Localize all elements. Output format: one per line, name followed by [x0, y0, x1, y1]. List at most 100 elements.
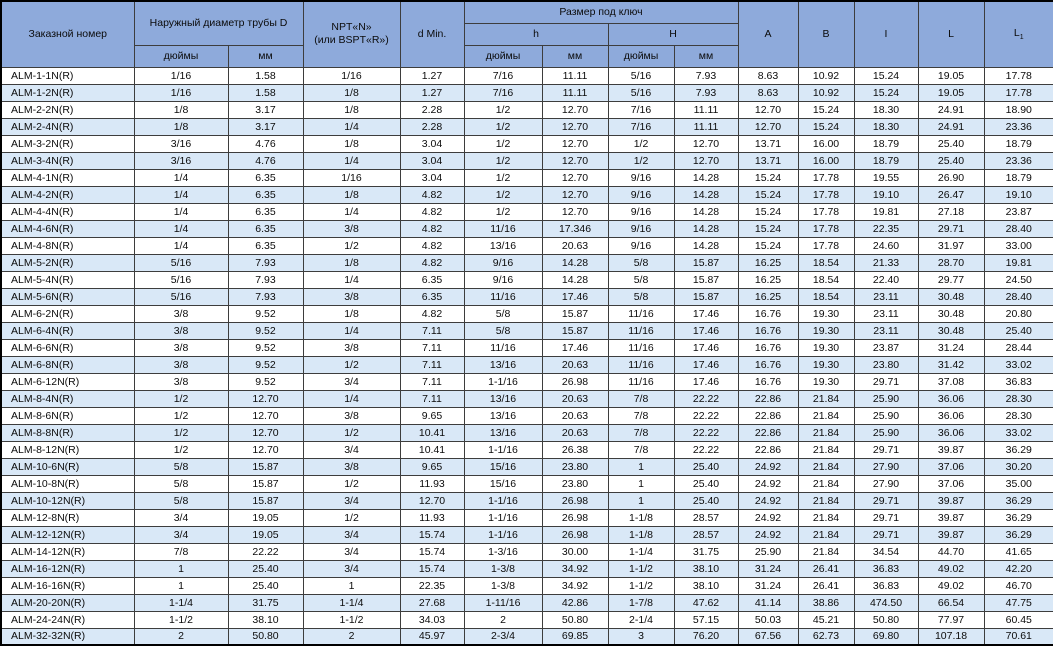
subheader-d-mm: мм — [227, 44, 304, 68]
value-cell: 25.90 — [853, 423, 919, 442]
value-cell: 16.76 — [737, 355, 799, 374]
order-number-cell: ALM-24-24N(R) — [0, 610, 135, 629]
value-cell: 34.92 — [541, 559, 609, 578]
value-cell: 44.70 — [917, 542, 985, 561]
value-cell: 12.70 — [399, 491, 465, 510]
order-number-cell: ALM-6-8N(R) — [0, 355, 135, 374]
header-row-hH: h H — [1, 22, 1053, 46]
table-row: ALM-12-12N(R) 3/4 19.05 3/4 15.74 1-1/16 26.98… — [0, 525, 1053, 544]
table-row: ALM-14-12N(R) 7/8 22.22 3/4 15.74 1-3/16 30.00… — [0, 542, 1053, 561]
value-cell: 3 — [607, 627, 675, 646]
value-cell: 4.82 — [399, 185, 465, 204]
value-cell: 19.30 — [797, 338, 855, 357]
value-cell: 22.86 — [737, 406, 799, 425]
value-cell: 21.84 — [797, 423, 855, 442]
value-cell: 7/8 — [607, 440, 675, 459]
value-cell: 1/8 — [302, 83, 401, 102]
value-cell: 1/8 — [302, 185, 401, 204]
value-cell: 14.28 — [673, 219, 739, 238]
value-cell: 30.00 — [541, 542, 609, 561]
value-cell: 24.50 — [983, 270, 1053, 289]
table-row: ALM-8-8N(R) 1/2 12.70 1/2 10.41 13/16 20.63 7/8… — [0, 423, 1053, 442]
value-cell: 13/16 — [463, 236, 543, 255]
value-cell: 69.85 — [541, 627, 609, 646]
value-cell: 2 — [463, 610, 543, 629]
order-number-cell: ALM-6-2N(R) — [0, 304, 135, 323]
table-row: ALM-6-4N(R) 3/8 9.52 1/4 7.11 5/8 15.87 11/16 17… — [0, 321, 1053, 340]
value-cell: 1-1/8 — [607, 525, 675, 544]
value-cell: 23.36 — [983, 151, 1053, 170]
value-cell: 29.71 — [853, 440, 919, 459]
table-row: ALM-4-1N(R) 1/4 6.35 1/16 3.04 1/2 12.70 9/16 14… — [0, 168, 1053, 187]
value-cell: 9/16 — [463, 253, 543, 272]
value-cell: 42.86 — [541, 593, 609, 612]
order-number-cell: ALM-10-6N(R) — [0, 457, 135, 476]
value-cell: 36.29 — [983, 525, 1053, 544]
value-cell: 1-1/8 — [607, 508, 675, 527]
value-cell: 1-1/2 — [607, 559, 675, 578]
subheader-h-inches: дюймы — [463, 44, 543, 68]
value-cell: 5/16 — [133, 287, 229, 306]
value-cell: 17.78 — [797, 168, 855, 187]
value-cell: 5/8 — [607, 270, 675, 289]
value-cell: 3/8 — [302, 287, 401, 306]
value-cell: 36.83 — [983, 372, 1053, 391]
value-cell: 1.58 — [227, 83, 304, 102]
order-number-cell: ALM-1-2N(R) — [0, 83, 135, 102]
value-cell: 22.35 — [399, 576, 465, 595]
value-cell: 17.46 — [673, 372, 739, 391]
value-cell: 8.63 — [737, 83, 799, 102]
order-number-cell: ALM-32-32N(R) — [0, 627, 135, 646]
value-cell: 1-1/16 — [463, 525, 543, 544]
value-cell: 17.46 — [673, 355, 739, 374]
value-cell: 1/4 — [302, 270, 401, 289]
value-cell: 4.82 — [399, 202, 465, 221]
order-number-cell: ALM-10-8N(R) — [0, 474, 135, 493]
table-row: ALM-5-6N(R) 5/16 7.93 3/8 6.35 11/16 17.46 5/8 1… — [0, 287, 1053, 306]
value-cell: 9.52 — [227, 355, 304, 374]
order-number-cell: ALM-4-6N(R) — [0, 219, 135, 238]
value-cell: 9.65 — [399, 457, 465, 476]
value-cell: 1/8 — [302, 134, 401, 153]
value-cell: 1/8 — [133, 117, 229, 136]
value-cell: 1/16 — [302, 66, 401, 85]
value-cell: 21.84 — [797, 525, 855, 544]
value-cell: 1/2 — [133, 389, 229, 408]
value-cell: 1/2 — [133, 440, 229, 459]
value-cell: 5/8 — [607, 253, 675, 272]
value-cell: 14.28 — [673, 168, 739, 187]
value-cell: 12.70 — [541, 202, 609, 221]
value-cell: 9.52 — [227, 372, 304, 391]
table-row: ALM-10-6N(R) 5/8 15.87 3/8 9.65 15/16 23.80 1 25… — [0, 457, 1053, 476]
value-cell: 1 — [133, 559, 229, 578]
value-cell: 1/2 — [607, 151, 675, 170]
value-cell: 15.87 — [227, 474, 304, 493]
value-cell: 17.78 — [797, 236, 855, 255]
value-cell: 25.40 — [673, 457, 739, 476]
value-cell: 38.10 — [227, 610, 304, 629]
value-cell: 23.11 — [853, 321, 919, 340]
value-cell: 36.06 — [917, 423, 985, 442]
order-number-cell: ALM-1-1N(R) — [0, 66, 135, 85]
value-cell: 22.22 — [673, 389, 739, 408]
value-cell: 1/2 — [302, 474, 401, 493]
value-cell: 22.22 — [673, 406, 739, 425]
value-cell: 3/4 — [302, 491, 401, 510]
order-number-cell: ALM-8-8N(R) — [0, 423, 135, 442]
value-cell: 7.93 — [227, 253, 304, 272]
value-cell: 50.80 — [541, 610, 609, 629]
table-row: ALM-4-8N(R) 1/4 6.35 1/2 4.82 13/16 20.63 9/16 1… — [0, 236, 1053, 255]
table-row: ALM-1-2N(R) 1/16 1.58 1/8 1.27 7/16 11.11 5/16 7… — [0, 83, 1053, 102]
value-cell: 7.11 — [399, 338, 465, 357]
value-cell: 23.87 — [983, 202, 1053, 221]
value-cell: 9/16 — [607, 185, 675, 204]
value-cell: 36.29 — [983, 491, 1053, 510]
value-cell: 1/16 — [133, 83, 229, 102]
value-cell: 26.38 — [541, 440, 609, 459]
value-cell: 22.86 — [737, 440, 799, 459]
value-cell: 36.83 — [853, 559, 919, 578]
value-cell: 5/16 — [133, 253, 229, 272]
value-cell: 11.93 — [399, 508, 465, 527]
value-cell: 6.35 — [227, 168, 304, 187]
value-cell: 7/16 — [463, 66, 543, 85]
